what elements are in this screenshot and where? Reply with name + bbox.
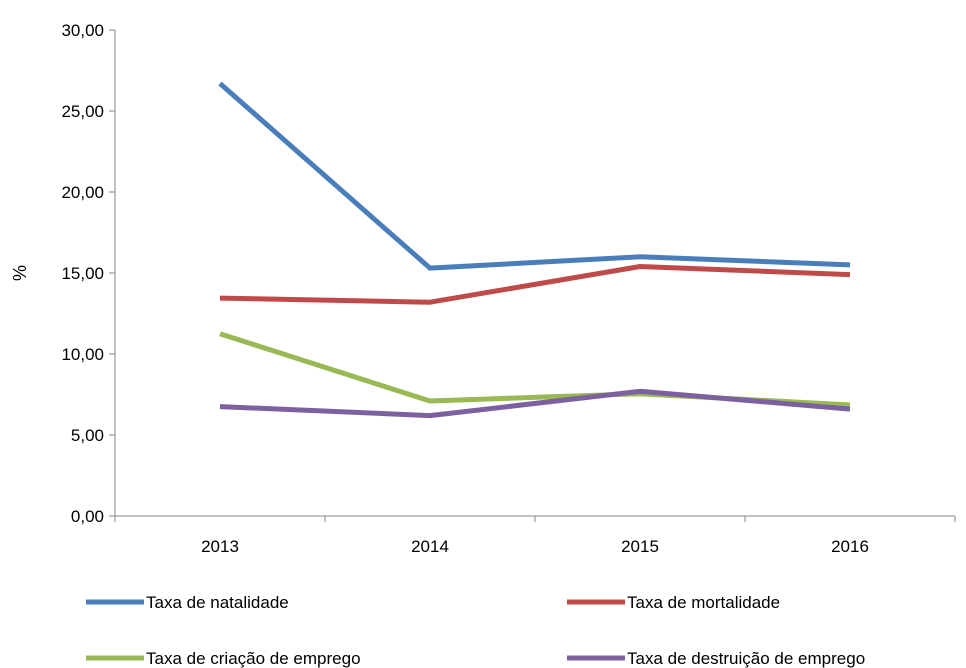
legend-label-4: Taxa de destruição de emprego — [627, 649, 865, 668]
y-tick-label: 10,00 — [61, 345, 104, 364]
legend-label-1: Taxa de natalidade — [146, 593, 289, 612]
y-axis-title: % — [10, 265, 30, 281]
series-layer — [218, 81, 851, 419]
legend-label-3: Taxa de criação de emprego — [146, 649, 361, 668]
x-tick-label: 2013 — [201, 537, 239, 556]
series-line-4 — [219, 388, 851, 419]
series-line-1 — [218, 81, 851, 271]
legend-label-2: Taxa de mortalidade — [627, 593, 780, 612]
y-tick-label: 0,00 — [71, 507, 104, 526]
legend: Taxa de natalidade Taxa de mortalidade Tax… — [86, 593, 865, 668]
y-tick-label: 20,00 — [61, 183, 104, 202]
y-tick-label: 15,00 — [61, 264, 104, 283]
y-tick-label: 30,00 — [61, 21, 104, 40]
series-line-3 — [219, 331, 851, 408]
x-tick-label: 2016 — [831, 537, 869, 556]
x-tick-label: 2014 — [411, 537, 449, 556]
y-tick-label: 25,00 — [61, 102, 104, 121]
axes: 0,00 5,00 10,00 15,00 20,00 25,00 30,00 2013 201… — [10, 21, 956, 556]
x-tick-label: 2015 — [621, 537, 659, 556]
y-tick-label: 5,00 — [71, 426, 104, 445]
series-line-2 — [219, 264, 851, 305]
